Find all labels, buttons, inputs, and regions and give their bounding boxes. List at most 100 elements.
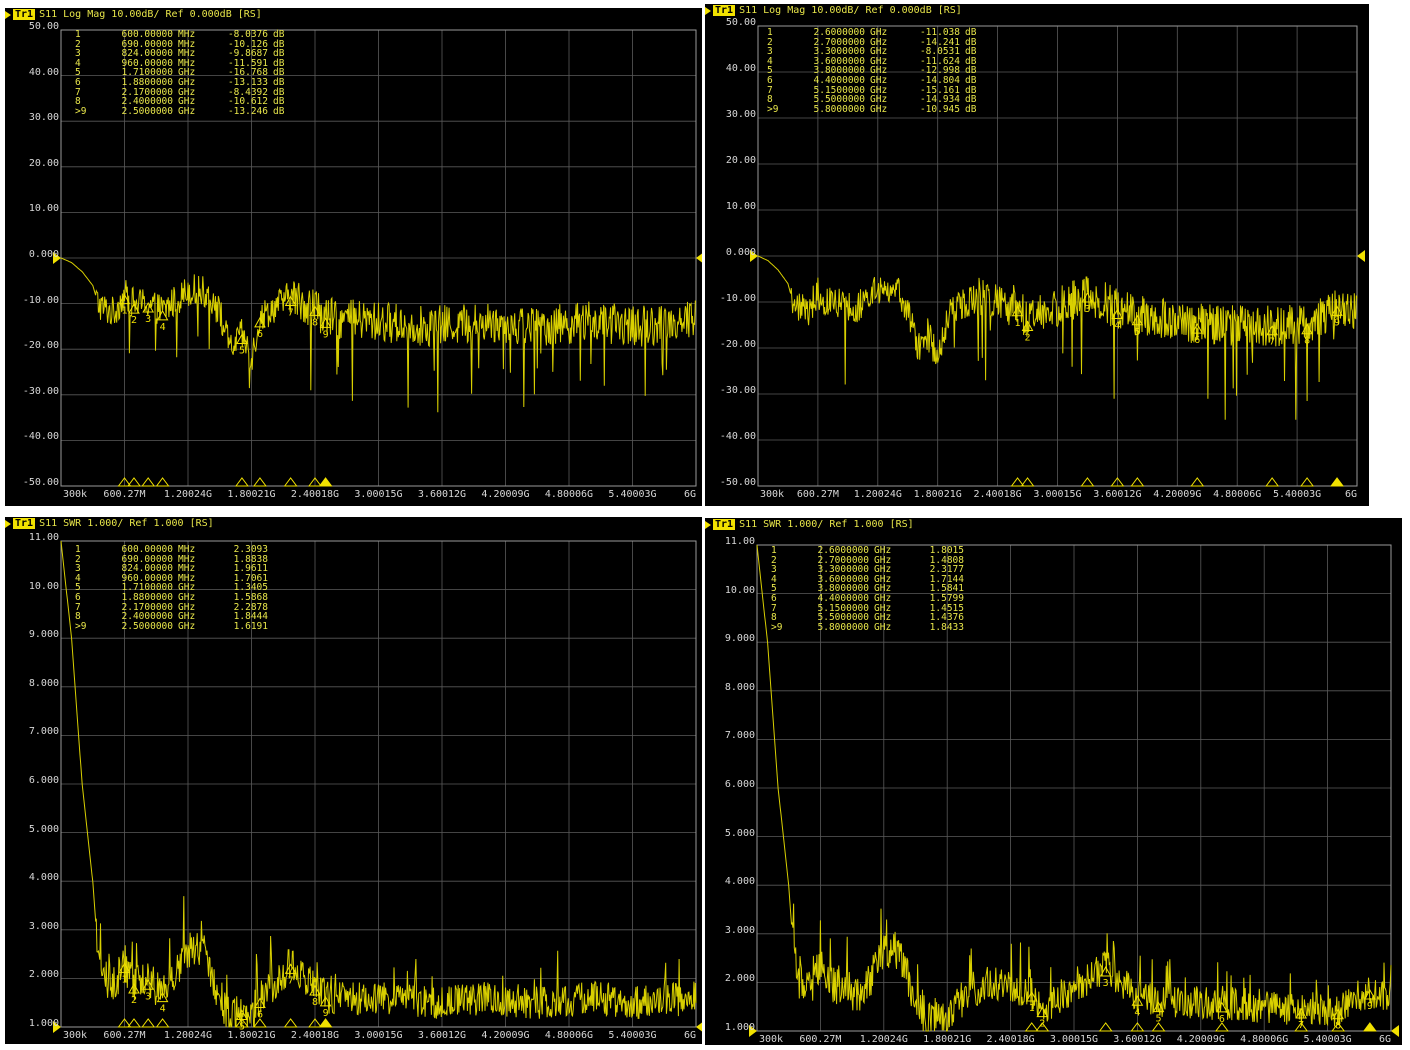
marker-triangle[interactable] xyxy=(284,963,297,974)
marker-triangle[interactable] xyxy=(1111,308,1124,319)
marker-position-indicator[interactable] xyxy=(117,1018,132,1028)
marker-row: 3 824.00000 MHz -9.8687 dB xyxy=(75,49,284,59)
marker-position-indicator[interactable] xyxy=(307,477,322,487)
marker-position-indicator[interactable] xyxy=(1020,477,1035,487)
reference-arrow-right[interactable] xyxy=(1391,1025,1399,1037)
marker-position-indicator[interactable] xyxy=(1080,477,1095,487)
marker-triangle[interactable] xyxy=(1152,1001,1165,1013)
marker-position-indicator[interactable] xyxy=(283,477,298,487)
marker-triangle[interactable] xyxy=(1036,1006,1049,1018)
y-tick-label: -50.00 xyxy=(22,477,59,488)
marker-triangle[interactable] xyxy=(1295,1008,1308,1019)
marker-position-indicator[interactable] xyxy=(252,1018,267,1028)
marker-triangle[interactable] xyxy=(1331,305,1343,316)
x-tick-label: 3.00015G xyxy=(1033,489,1082,500)
marker-triangle[interactable] xyxy=(236,333,248,344)
marker-triangle[interactable] xyxy=(1011,305,1024,317)
marker-triangle[interactable] xyxy=(309,305,321,316)
marker-position-indicator[interactable] xyxy=(1331,1022,1346,1032)
marker-position-indicator[interactable] xyxy=(283,1018,298,1028)
marker-triangle[interactable] xyxy=(1364,988,1376,1000)
marker-id: >9 xyxy=(75,105,87,117)
marker-row: 2 2.7000000 GHz -14.241 dB xyxy=(767,37,976,48)
marker-position-indicator[interactable] xyxy=(1110,477,1125,487)
marker-triangle[interactable] xyxy=(156,309,169,321)
marker-triangle[interactable] xyxy=(254,997,266,1008)
marker-position-indicator[interactable] xyxy=(1294,1022,1309,1032)
marker-triangle[interactable] xyxy=(1021,320,1034,332)
marker-triangle[interactable] xyxy=(319,317,332,328)
reference-arrow-right[interactable] xyxy=(696,1021,702,1033)
marker-unit: GHz xyxy=(870,65,888,77)
marker-triangle[interactable] xyxy=(319,995,332,1007)
marker-freq: 5.8000000 xyxy=(813,103,865,115)
reference-arrow-left[interactable] xyxy=(749,1025,757,1037)
trace-select-button[interactable]: Tr1 xyxy=(13,518,36,529)
marker-label: 6 xyxy=(1219,1014,1225,1025)
marker-position-indicator[interactable] xyxy=(155,477,170,487)
marker-triangle[interactable] xyxy=(1332,1008,1345,1020)
marker-position-indicator[interactable] xyxy=(318,477,333,487)
marker-value: -10.945 xyxy=(919,103,960,115)
reference-arrow-left[interactable] xyxy=(53,1021,61,1033)
marker-position-indicator[interactable] xyxy=(234,477,249,487)
marker-triangle[interactable] xyxy=(1099,965,1112,977)
reference-arrow-left[interactable] xyxy=(53,252,61,264)
marker-position-indicator[interactable] xyxy=(155,1018,170,1028)
marker-triangle[interactable] xyxy=(1131,995,1144,1006)
marker-triangle[interactable] xyxy=(128,303,140,314)
marker-triangle[interactable] xyxy=(1025,991,1038,1002)
marker-position-indicator[interactable] xyxy=(126,477,141,487)
marker-triangle[interactable] xyxy=(1216,1001,1228,1013)
marker-position-indicator[interactable] xyxy=(234,1018,249,1028)
plot-frame xyxy=(756,544,1392,1032)
marker-position-indicator[interactable] xyxy=(126,1018,141,1028)
marker-row: 4 3.6000000 GHz 1.7144 xyxy=(771,575,969,585)
marker-triangle[interactable] xyxy=(1266,324,1278,336)
marker-position-indicator[interactable] xyxy=(1024,1022,1039,1032)
marker-position-indicator[interactable] xyxy=(1330,477,1345,487)
marker-position-indicator[interactable] xyxy=(1265,477,1280,487)
marker-position-indicator[interactable] xyxy=(1151,1022,1166,1032)
trace-select-button[interactable]: Tr1 xyxy=(13,9,36,20)
marker-value: 1.5799 xyxy=(929,592,964,604)
marker-label: 3 xyxy=(1084,304,1090,315)
reference-arrow-right[interactable] xyxy=(1357,250,1365,262)
marker-table: 1 2.6000000 GHz 1.8015 2 2.7000000 GHz 1.4808 3 3… xyxy=(771,546,969,632)
reference-arrow-left[interactable] xyxy=(750,250,758,262)
marker-position-indicator[interactable] xyxy=(307,1018,322,1028)
marker-value: 1.9611 xyxy=(233,563,268,575)
y-tick-label: -40.00 xyxy=(22,431,59,443)
marker-triangle[interactable] xyxy=(142,301,155,313)
marker-triangle[interactable] xyxy=(284,295,297,306)
trace-select-button[interactable]: Tr1 xyxy=(713,5,736,16)
marker-triangle[interactable] xyxy=(254,316,266,328)
marker-position-indicator[interactable] xyxy=(1130,477,1145,487)
marker-triangle[interactable] xyxy=(309,984,321,996)
marker-position-indicator[interactable] xyxy=(1190,477,1205,487)
marker-triangle[interactable] xyxy=(156,991,169,1003)
marker-triangle[interactable] xyxy=(1131,314,1144,326)
marker-position-indicator[interactable] xyxy=(1130,1022,1145,1032)
marker-position-indicator[interactable] xyxy=(318,1018,333,1028)
marker-position-indicator[interactable] xyxy=(117,477,132,487)
marker-position-indicator[interactable] xyxy=(1098,1022,1113,1032)
marker-triangle[interactable] xyxy=(1191,323,1204,334)
marker-position-indicator[interactable] xyxy=(1214,1022,1229,1032)
marker-position-indicator[interactable] xyxy=(141,1018,156,1028)
reference-arrow-right[interactable] xyxy=(696,252,702,264)
marker-triangle[interactable] xyxy=(142,979,155,990)
marker-triangle[interactable] xyxy=(128,983,140,994)
marker-triangle[interactable] xyxy=(1081,292,1094,303)
marker-position-indicator[interactable] xyxy=(1300,477,1315,487)
marker-position-indicator[interactable] xyxy=(1035,1022,1050,1032)
marker-position-indicator[interactable] xyxy=(1362,1022,1377,1032)
marker-triangle[interactable] xyxy=(118,293,131,305)
marker-position-indicator[interactable] xyxy=(141,477,156,487)
marker-triangle[interactable] xyxy=(1301,323,1313,335)
marker-position-indicator[interactable] xyxy=(252,477,267,487)
marker-label: 4 xyxy=(1114,320,1120,331)
marker-position-indicator[interactable] xyxy=(1010,477,1025,487)
trace-select-button[interactable]: Tr1 xyxy=(713,519,736,530)
marker-triangle[interactable] xyxy=(118,962,131,973)
